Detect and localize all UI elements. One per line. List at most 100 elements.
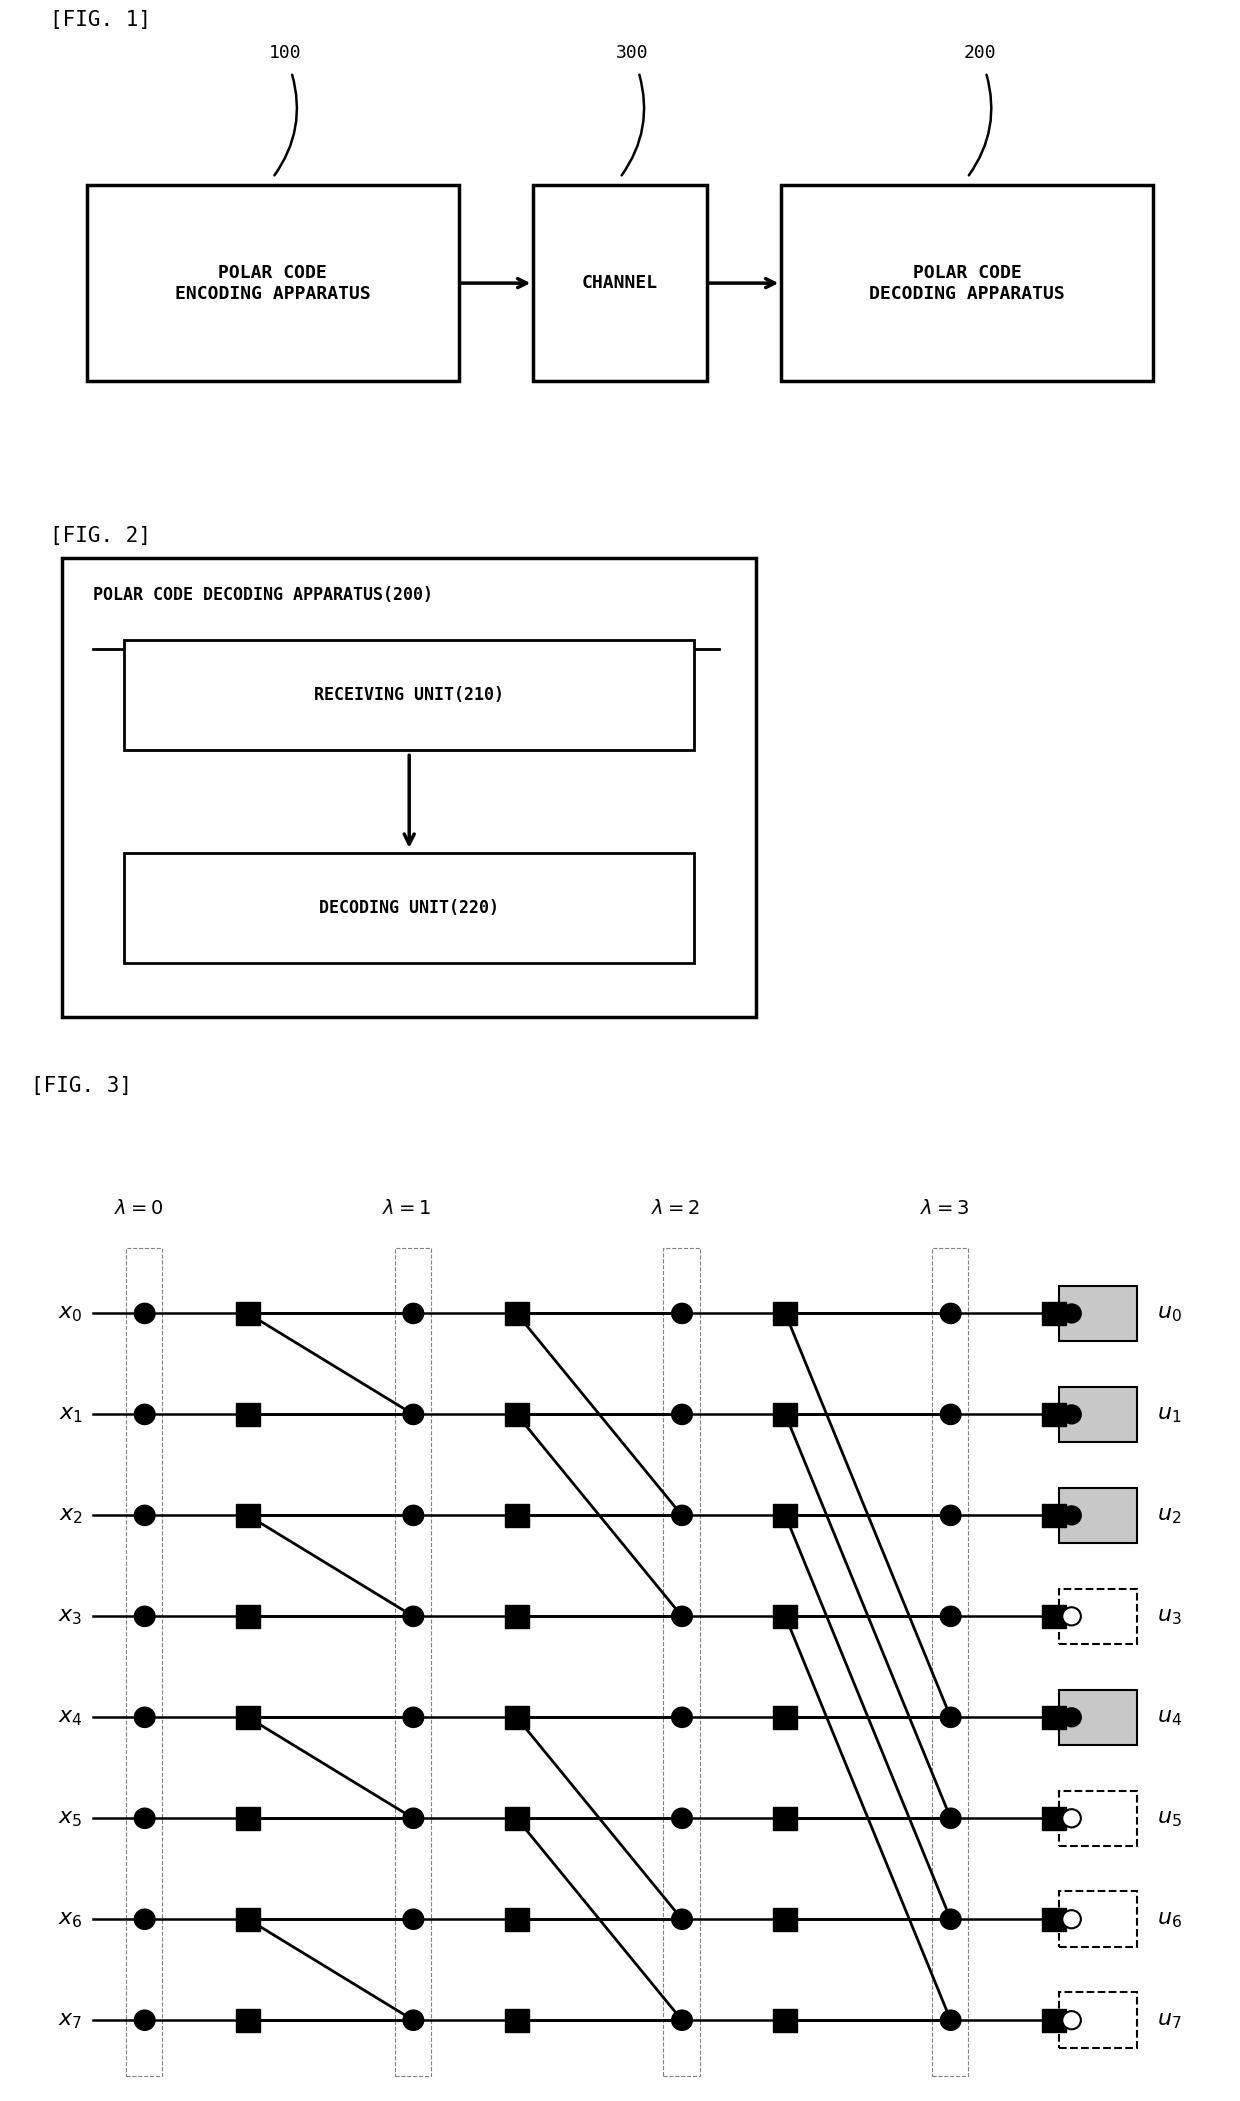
Text: 100: 100 xyxy=(269,44,301,61)
Bar xyxy=(505,1403,528,1427)
Circle shape xyxy=(403,2011,424,2030)
Bar xyxy=(236,1605,260,1628)
Bar xyxy=(236,1504,260,1527)
Circle shape xyxy=(1063,1708,1081,1727)
Circle shape xyxy=(672,1504,692,1525)
Bar xyxy=(774,2009,797,2032)
Circle shape xyxy=(403,1809,424,1828)
Circle shape xyxy=(134,1607,155,1626)
Bar xyxy=(1042,1605,1066,1628)
Bar xyxy=(1059,1790,1137,1847)
Text: CHANNEL: CHANNEL xyxy=(582,273,658,292)
Bar xyxy=(774,1908,797,1931)
Text: $x_{4}$: $x_{4}$ xyxy=(58,1706,83,1729)
Bar xyxy=(1059,1387,1137,1441)
Circle shape xyxy=(403,1708,424,1727)
Circle shape xyxy=(672,1403,692,1424)
Bar xyxy=(505,1908,528,1931)
Bar xyxy=(1059,1488,1137,1542)
Bar xyxy=(774,1605,797,1628)
Bar xyxy=(124,853,694,962)
Circle shape xyxy=(940,1809,961,1828)
Circle shape xyxy=(940,1504,961,1525)
Circle shape xyxy=(1063,1305,1081,1322)
Text: $u_{6}$: $u_{6}$ xyxy=(1157,1908,1182,1931)
Circle shape xyxy=(134,1504,155,1525)
Circle shape xyxy=(672,1910,692,1929)
Circle shape xyxy=(403,1504,424,1525)
Circle shape xyxy=(134,1303,155,1324)
Bar xyxy=(1042,1504,1066,1527)
Bar xyxy=(505,1807,528,1830)
Bar xyxy=(1042,1403,1066,1427)
Bar xyxy=(236,1403,260,1427)
Circle shape xyxy=(940,2011,961,2030)
Circle shape xyxy=(1063,1809,1081,1828)
Circle shape xyxy=(1063,1910,1081,1929)
Text: $u_{0}$: $u_{0}$ xyxy=(1157,1303,1182,1324)
Bar xyxy=(774,1706,797,1729)
Circle shape xyxy=(672,2011,692,2030)
Bar xyxy=(505,1706,528,1729)
Circle shape xyxy=(672,1607,692,1626)
Bar xyxy=(533,185,707,380)
Text: $u_{7}$: $u_{7}$ xyxy=(1157,2009,1182,2032)
Text: $x_{7}$: $x_{7}$ xyxy=(58,2009,83,2032)
Circle shape xyxy=(1063,1607,1081,1626)
Circle shape xyxy=(134,2011,155,2030)
Text: $u_{2}$: $u_{2}$ xyxy=(1157,1504,1182,1525)
Bar xyxy=(1059,1689,1137,1746)
Bar xyxy=(663,1248,699,2076)
Bar xyxy=(505,1605,528,1628)
Circle shape xyxy=(403,1607,424,1626)
Text: 200: 200 xyxy=(963,44,996,61)
Text: POLAR CODE
DECODING APPARATUS: POLAR CODE DECODING APPARATUS xyxy=(869,265,1065,303)
Text: $u_{4}$: $u_{4}$ xyxy=(1157,1706,1183,1729)
Circle shape xyxy=(940,1607,961,1626)
Bar xyxy=(1042,1807,1066,1830)
Text: [FIG. 1]: [FIG. 1] xyxy=(50,11,150,29)
Bar xyxy=(87,185,459,380)
Bar xyxy=(774,1303,797,1326)
Circle shape xyxy=(403,1303,424,1324)
Bar xyxy=(774,1504,797,1527)
Text: [FIG. 3]: [FIG. 3] xyxy=(31,1076,131,1097)
Bar xyxy=(505,1504,528,1527)
Bar xyxy=(124,641,694,750)
Bar xyxy=(1042,1706,1066,1729)
Bar xyxy=(394,1248,432,2076)
Text: $\lambda=2$: $\lambda=2$ xyxy=(651,1198,699,1216)
Bar xyxy=(236,1807,260,1830)
Text: 300: 300 xyxy=(616,44,649,61)
Text: DECODING UNIT(220): DECODING UNIT(220) xyxy=(319,899,500,916)
Bar xyxy=(236,1706,260,1729)
Bar xyxy=(1059,1992,1137,2048)
Bar xyxy=(1059,1286,1137,1340)
Circle shape xyxy=(403,1403,424,1424)
Text: $x_{3}$: $x_{3}$ xyxy=(58,1605,83,1628)
Bar xyxy=(236,1908,260,1931)
Bar xyxy=(1059,1891,1137,1948)
Bar xyxy=(1042,2009,1066,2032)
Bar xyxy=(774,1403,797,1427)
Bar xyxy=(1042,1908,1066,1931)
Circle shape xyxy=(134,1910,155,1929)
Circle shape xyxy=(1063,2011,1081,2030)
Text: $\lambda=1$: $\lambda=1$ xyxy=(382,1198,432,1216)
Circle shape xyxy=(1063,1506,1081,1525)
Text: POLAR CODE
ENCODING APPARATUS: POLAR CODE ENCODING APPARATUS xyxy=(175,265,371,303)
Text: $\lambda=0$: $\lambda=0$ xyxy=(114,1198,162,1216)
Circle shape xyxy=(134,1403,155,1424)
Text: $u_{1}$: $u_{1}$ xyxy=(1157,1403,1182,1424)
Circle shape xyxy=(940,1708,961,1727)
Circle shape xyxy=(940,1303,961,1324)
Text: [FIG. 2]: [FIG. 2] xyxy=(50,525,150,546)
Bar xyxy=(236,2009,260,2032)
Bar xyxy=(774,1807,797,1830)
Text: $u_{5}$: $u_{5}$ xyxy=(1157,1807,1182,1830)
Text: $\lambda=3$: $\lambda=3$ xyxy=(920,1198,968,1216)
Circle shape xyxy=(134,1809,155,1828)
Bar xyxy=(1042,1303,1066,1326)
Bar xyxy=(505,1303,528,1326)
Text: POLAR CODE DECODING APPARATUS(200): POLAR CODE DECODING APPARATUS(200) xyxy=(93,586,433,603)
